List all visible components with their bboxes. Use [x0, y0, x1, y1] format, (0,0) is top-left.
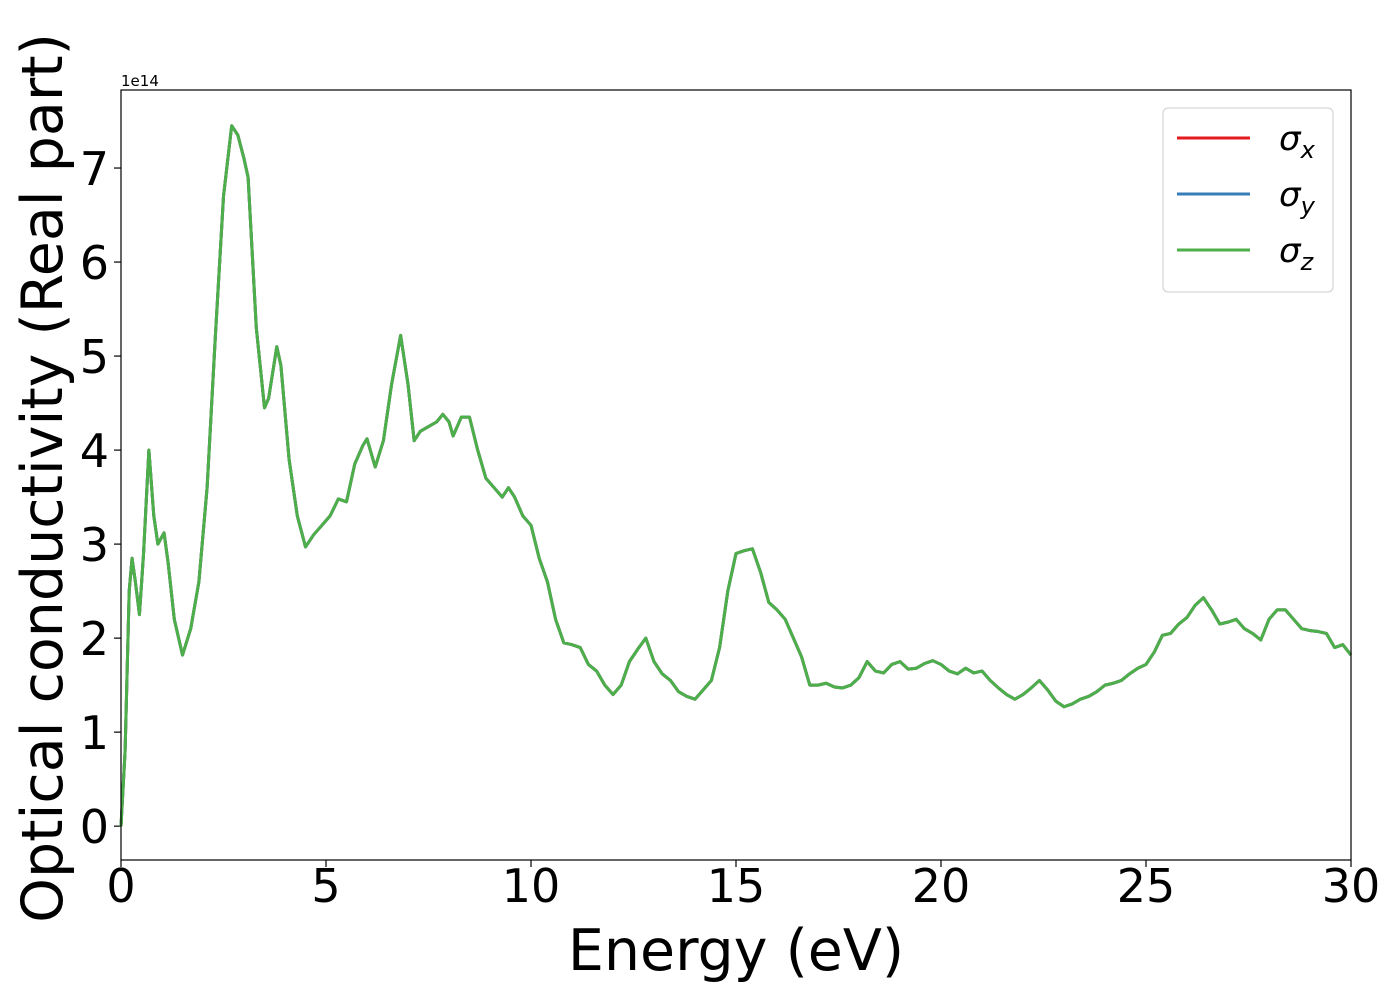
y-tick-label: 7 [80, 142, 109, 196]
legend-label: σy [1279, 175, 1316, 220]
x-axis-label: Energy (eV) [568, 918, 904, 984]
plot-frame [120, 89, 1352, 861]
y-offset-label: 1e14 [121, 72, 159, 90]
y-tick-label: 5 [80, 330, 109, 384]
y-tick-label: 0 [80, 800, 109, 854]
x-tick-label: 15 [707, 859, 766, 913]
y-axis-label: Optical conductivity (Real part) [10, 33, 76, 923]
x-tick-label: 5 [311, 859, 340, 913]
x-tick-label: 0 [106, 859, 135, 913]
y-tick-label: 2 [80, 612, 109, 666]
x-tick-label: 10 [502, 859, 561, 913]
y-tick-label: 6 [80, 236, 109, 290]
x-tick-label: 20 [912, 859, 971, 913]
y-tick-label: 1 [80, 706, 109, 760]
y-tick-label: 4 [80, 424, 109, 478]
x-tick-label: 30 [1322, 859, 1381, 913]
y-tick-label: 3 [80, 518, 109, 572]
legend-label: σz [1279, 231, 1315, 276]
data-line [119, 124, 1353, 827]
legend-box [1162, 107, 1334, 293]
legend-label: σx [1279, 119, 1316, 164]
x-tick-label: 25 [1117, 859, 1176, 913]
